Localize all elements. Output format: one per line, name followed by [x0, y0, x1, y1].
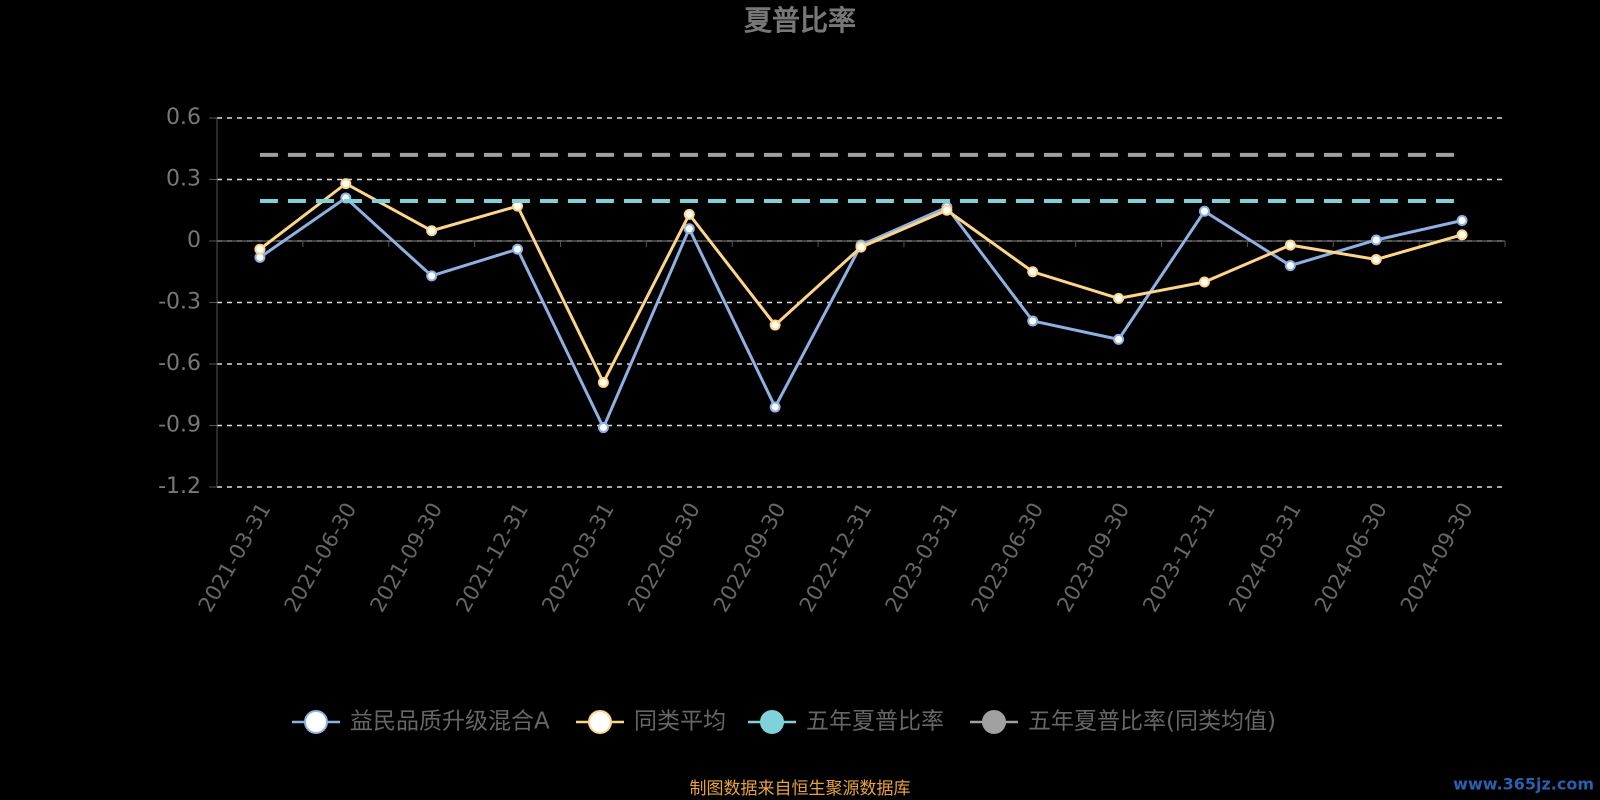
x-tick-label: 2023-06-30 — [966, 499, 1048, 617]
series-line — [259, 181, 1463, 386]
x-tick-label: 2022-06-30 — [623, 499, 705, 617]
x-tick-label: 2023-03-31 — [881, 499, 963, 617]
data-point — [1198, 205, 1210, 217]
legend-marker — [304, 710, 328, 734]
x-tick-label: 2022-03-31 — [537, 499, 619, 617]
x-tick-label: 2021-09-30 — [365, 498, 447, 616]
legend-label: 五年夏普比率(同类均值) — [1028, 709, 1276, 735]
data-point — [340, 178, 352, 190]
y-tick-label: -0.9 — [158, 413, 201, 438]
legend-marker — [588, 710, 612, 734]
data-point — [597, 376, 609, 388]
x-tick-label: 2021-03-31 — [194, 499, 276, 617]
x-tick-label: 2021-12-31 — [451, 499, 533, 617]
data-point — [769, 319, 781, 331]
y-tick-label: 0.3 — [166, 167, 201, 192]
x-tick-label: 2024-09-30 — [1396, 499, 1478, 617]
legend-label: 同类平均 — [634, 709, 726, 735]
data-point — [1284, 239, 1296, 251]
data-point — [426, 270, 438, 282]
data-point — [1370, 253, 1382, 265]
x-tick-label: 2021-06-30 — [280, 499, 362, 617]
data-point — [1198, 276, 1210, 288]
data-point — [426, 225, 438, 237]
y-tick-label: -0.6 — [158, 351, 201, 376]
data-point — [1027, 315, 1039, 327]
series-line — [259, 196, 1463, 432]
chart-title: 夏普比率 — [744, 4, 856, 37]
data-point — [1113, 333, 1125, 345]
data-point — [683, 208, 695, 220]
data-point — [512, 243, 524, 255]
data-point — [1113, 292, 1125, 304]
legend-marker — [760, 710, 784, 734]
data-point — [1456, 229, 1468, 241]
data-point — [1370, 234, 1382, 246]
data-point — [1284, 260, 1296, 272]
y-tick-label: -0.3 — [158, 290, 201, 315]
watermark: www.365jz.com — [1453, 775, 1594, 794]
data-point — [254, 243, 266, 255]
legend-label: 益民品质升级混合A — [350, 709, 550, 735]
data-point — [597, 422, 609, 434]
y-tick-label: 0.6 — [166, 105, 201, 130]
x-tick-label: 2024-03-31 — [1224, 499, 1306, 617]
legend-marker — [982, 710, 1006, 734]
data-point — [683, 223, 695, 235]
x-tick-label: 2024-06-30 — [1310, 499, 1392, 617]
data-point — [1456, 215, 1468, 226]
data-point — [769, 401, 781, 413]
y-tick-label: 0 — [187, 228, 201, 253]
data-point — [941, 204, 953, 216]
x-tick-label: 2022-09-30 — [709, 499, 791, 617]
source-note: 制图数据来自恒生聚源数据库 — [690, 779, 911, 799]
x-tick-label: 2022-12-31 — [795, 499, 877, 617]
data-point — [855, 241, 867, 253]
y-tick-label: -1.2 — [158, 474, 201, 499]
legend-label: 五年夏普比率 — [806, 709, 944, 735]
data-point — [1027, 266, 1039, 278]
x-tick-label: 2023-12-31 — [1138, 499, 1220, 617]
x-tick-label: 2023-09-30 — [1052, 499, 1134, 617]
